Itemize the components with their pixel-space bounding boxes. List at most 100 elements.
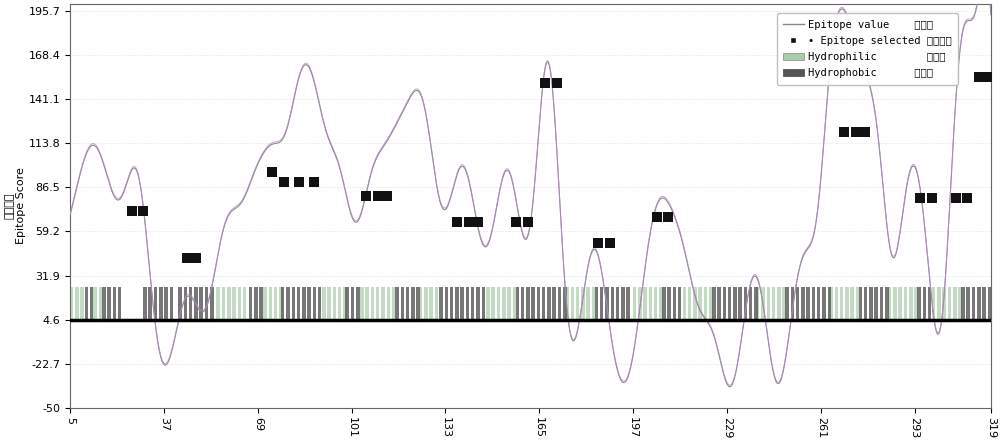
Bar bbox=[164, 287, 168, 319]
Bar bbox=[547, 287, 551, 319]
Bar bbox=[643, 287, 647, 319]
Bar bbox=[286, 287, 290, 319]
Bar bbox=[281, 287, 284, 319]
Bar bbox=[914, 287, 918, 319]
Bar bbox=[738, 287, 742, 319]
Bar bbox=[654, 287, 657, 319]
Bar bbox=[445, 287, 448, 319]
Bar bbox=[345, 287, 349, 319]
Bar bbox=[178, 287, 182, 319]
Bar bbox=[791, 287, 794, 319]
Bar bbox=[864, 287, 867, 319]
Bar bbox=[184, 287, 187, 319]
Bar bbox=[611, 287, 614, 319]
Bar bbox=[75, 287, 79, 319]
Bar bbox=[222, 287, 225, 319]
Bar bbox=[812, 287, 815, 319]
Bar bbox=[537, 287, 540, 319]
Bar bbox=[302, 287, 306, 319]
Bar bbox=[662, 287, 666, 319]
Bar bbox=[411, 287, 415, 319]
Bar bbox=[297, 287, 300, 319]
Bar bbox=[659, 287, 663, 319]
Bar bbox=[552, 287, 556, 319]
Bar bbox=[961, 287, 965, 319]
Bar bbox=[387, 287, 390, 319]
Bar bbox=[595, 287, 598, 319]
Bar bbox=[216, 287, 220, 319]
Bar bbox=[744, 287, 747, 319]
Bar bbox=[806, 287, 810, 319]
Bar bbox=[850, 287, 854, 319]
Bar bbox=[796, 287, 799, 319]
Bar bbox=[343, 287, 347, 319]
Bar bbox=[683, 287, 686, 319]
Bar bbox=[982, 287, 986, 319]
Bar bbox=[90, 287, 93, 319]
Bar bbox=[717, 287, 721, 319]
Bar bbox=[563, 287, 567, 319]
Bar bbox=[471, 287, 474, 319]
Bar bbox=[497, 287, 500, 319]
Bar bbox=[381, 287, 385, 319]
Bar bbox=[243, 287, 246, 319]
Bar bbox=[942, 287, 946, 319]
Bar bbox=[988, 287, 991, 319]
Bar bbox=[360, 287, 364, 319]
Bar bbox=[476, 287, 480, 319]
Bar bbox=[259, 287, 263, 319]
Bar bbox=[822, 287, 826, 319]
Bar bbox=[958, 287, 962, 319]
Bar bbox=[966, 287, 970, 319]
Bar bbox=[406, 287, 409, 319]
Bar bbox=[723, 287, 726, 319]
Bar bbox=[904, 287, 907, 319]
Bar bbox=[754, 287, 758, 319]
Bar bbox=[450, 287, 453, 319]
Bar bbox=[937, 287, 941, 319]
Bar bbox=[856, 287, 859, 319]
Bar bbox=[845, 287, 849, 319]
Bar bbox=[698, 287, 702, 319]
Bar bbox=[170, 287, 173, 319]
Bar bbox=[932, 287, 935, 319]
Bar bbox=[269, 287, 272, 319]
Bar bbox=[880, 287, 883, 319]
Bar bbox=[416, 287, 420, 319]
Bar bbox=[733, 287, 737, 319]
Bar bbox=[80, 287, 84, 319]
Bar bbox=[227, 287, 231, 319]
Bar bbox=[371, 287, 374, 319]
Bar bbox=[626, 287, 630, 319]
Bar bbox=[395, 287, 399, 319]
Bar bbox=[455, 287, 459, 319]
Bar bbox=[392, 287, 395, 319]
Bar bbox=[507, 287, 511, 319]
Bar bbox=[70, 287, 73, 319]
Bar bbox=[502, 287, 506, 319]
Bar bbox=[194, 287, 198, 319]
Bar bbox=[616, 287, 619, 319]
Bar bbox=[928, 287, 931, 319]
Bar bbox=[709, 287, 713, 319]
Bar bbox=[154, 287, 157, 319]
Bar bbox=[274, 287, 277, 319]
Bar bbox=[254, 287, 258, 319]
Bar bbox=[263, 287, 267, 319]
Bar bbox=[600, 287, 603, 319]
Bar bbox=[728, 287, 731, 319]
Legend: Epitope value    表位值, • Epitope selected 选中表位, Hydrophilic        亲水性, Hydrophob: Epitope value 表位值, • Epitope selected 选中… bbox=[777, 13, 958, 85]
Bar bbox=[581, 287, 585, 319]
Bar bbox=[322, 287, 326, 319]
Bar bbox=[688, 287, 691, 319]
Bar bbox=[649, 287, 652, 319]
Bar bbox=[874, 287, 878, 319]
Bar bbox=[424, 287, 428, 319]
Bar bbox=[148, 287, 152, 319]
Bar bbox=[712, 287, 716, 319]
Bar bbox=[279, 287, 283, 319]
Bar bbox=[909, 287, 913, 319]
Bar bbox=[633, 287, 636, 319]
Bar bbox=[333, 287, 336, 319]
Bar bbox=[338, 287, 341, 319]
